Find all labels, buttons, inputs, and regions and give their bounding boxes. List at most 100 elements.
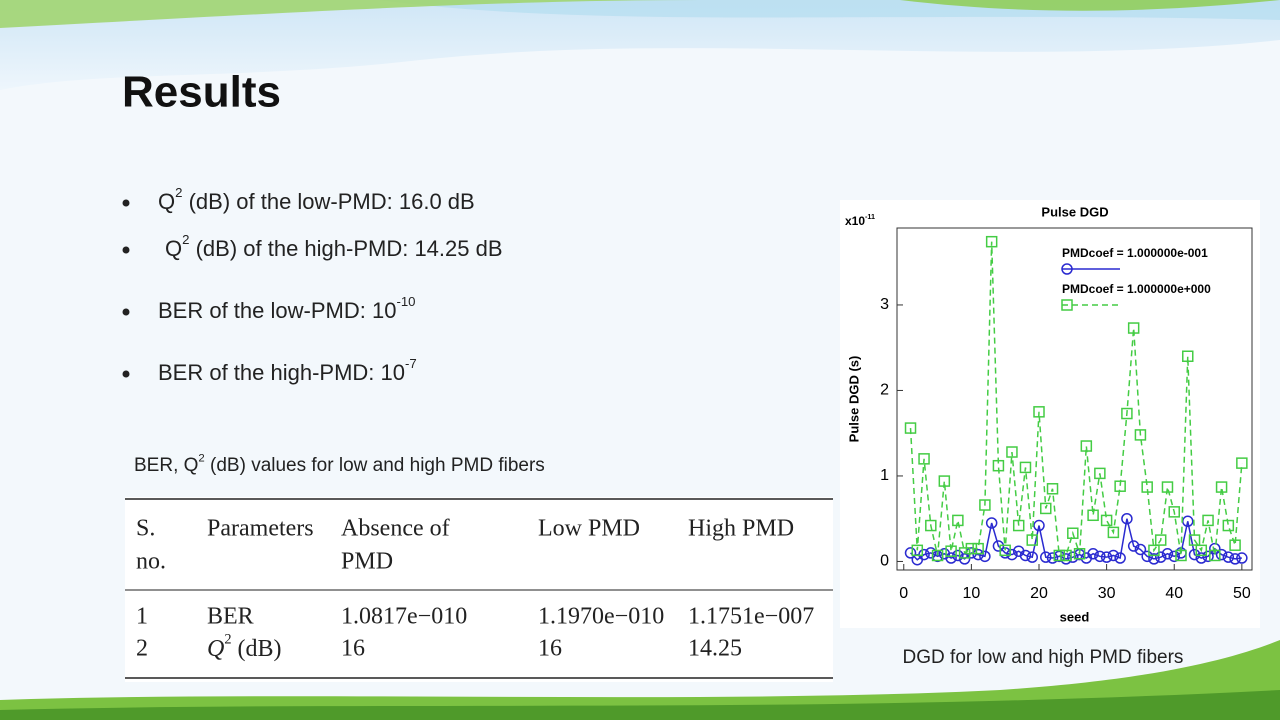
text-part: (dB) of the high-PMD: 14.25 dB bbox=[189, 236, 502, 261]
bullet-text: Q2 (dB) of the low-PMD: 16.0 dB bbox=[158, 186, 475, 214]
table-cell: 1 bbox=[136, 604, 148, 630]
grass-bottom bbox=[0, 640, 1280, 720]
plot-frame bbox=[896, 227, 1253, 571]
table-caption: BER, Q2 (dB) values for low and high PMD… bbox=[134, 452, 545, 476]
grass-top-right bbox=[900, 0, 1280, 11]
text-part: (dB) bbox=[232, 636, 282, 662]
bullet-dot bbox=[122, 246, 130, 254]
marker bbox=[1012, 519, 1025, 532]
marker bbox=[1202, 550, 1214, 563]
marker bbox=[1236, 457, 1248, 469]
marker bbox=[1100, 514, 1113, 527]
marker bbox=[999, 544, 1011, 557]
text-part: 2 bbox=[182, 233, 189, 248]
marker bbox=[1046, 552, 1059, 564]
marker bbox=[1107, 549, 1120, 562]
table-cell: Q2 (dB) bbox=[207, 632, 282, 662]
marker bbox=[1134, 429, 1147, 441]
bullet-dot bbox=[122, 308, 130, 316]
legend-label: PMDcoef = 1.000000e-001 bbox=[1062, 246, 1208, 260]
marker bbox=[958, 553, 971, 565]
marker bbox=[985, 235, 998, 248]
y-axis-label: Pulse DGD (s) bbox=[846, 356, 861, 443]
grass-bottom-dark bbox=[0, 690, 1280, 720]
marker bbox=[911, 544, 924, 557]
x-tick-label: 50 bbox=[1233, 585, 1251, 602]
marker bbox=[1222, 551, 1235, 563]
x-tick-label: 40 bbox=[1165, 585, 1183, 602]
text-part: 2 bbox=[175, 186, 182, 201]
marker bbox=[1168, 506, 1180, 518]
marker bbox=[945, 552, 957, 564]
x-tick-label: 20 bbox=[1030, 585, 1048, 602]
table: S. no. Parameters Absence of PMD Low PMD High … bbox=[136, 516, 814, 662]
marker bbox=[1094, 550, 1106, 563]
text-part: Q bbox=[207, 636, 224, 662]
bullet-dot bbox=[122, 199, 130, 207]
table-cell: 14.25 bbox=[688, 636, 742, 662]
legend-label: PMDcoef = 1.000000e+000 bbox=[1062, 282, 1211, 296]
marker bbox=[925, 547, 937, 559]
bullet-dot bbox=[122, 370, 130, 378]
header-cell: High PMD bbox=[688, 516, 794, 542]
header-cell: PMD bbox=[341, 549, 393, 575]
slide-title: Results bbox=[122, 68, 281, 117]
marker bbox=[1019, 549, 1032, 562]
marker bbox=[1175, 549, 1187, 562]
marker bbox=[1114, 480, 1126, 492]
text-part: BER, Q bbox=[134, 455, 198, 476]
marker bbox=[979, 499, 991, 511]
bullet-text: BER of the low-PMD: 10-10 bbox=[158, 295, 416, 323]
marker bbox=[965, 542, 978, 555]
text-part: (dB) values for low and high PMD fibers bbox=[205, 455, 545, 476]
marker bbox=[1087, 509, 1099, 522]
text-part: 2 bbox=[198, 452, 204, 464]
marker bbox=[1060, 549, 1072, 562]
marker bbox=[1121, 407, 1133, 420]
table-cell: 16 bbox=[341, 636, 365, 662]
marker bbox=[1127, 540, 1140, 552]
marker bbox=[1094, 467, 1106, 480]
marker bbox=[972, 548, 984, 561]
marker bbox=[985, 517, 998, 529]
marker bbox=[1100, 551, 1113, 563]
marker bbox=[1229, 539, 1241, 551]
text-part: BER of the high-PMD: 10 bbox=[158, 360, 405, 385]
y-tick-label: 1 bbox=[880, 467, 889, 484]
marker bbox=[904, 547, 917, 559]
marker bbox=[1195, 552, 1208, 564]
text-part: 2 bbox=[224, 632, 231, 648]
legend-marker bbox=[1061, 299, 1073, 311]
marker bbox=[1121, 512, 1133, 525]
chart-caption: DGD for low and high PMD fibers bbox=[903, 647, 1184, 668]
marker bbox=[1161, 481, 1174, 493]
header-cell: Parameters bbox=[207, 516, 314, 542]
y-multiplier: x10-11 bbox=[845, 212, 875, 228]
marker bbox=[1114, 552, 1126, 564]
text-part: -11 bbox=[865, 212, 875, 221]
table-cell: BER bbox=[207, 604, 254, 630]
bullet-text: Q2 (dB) of the high-PMD: 14.25 dB bbox=[165, 233, 503, 261]
marker bbox=[1154, 534, 1167, 546]
marker bbox=[1073, 548, 1086, 560]
chart-title: Pulse DGD bbox=[1041, 204, 1108, 219]
bullet-text: BER of the high-PMD: 10-7 bbox=[158, 357, 417, 385]
marker bbox=[1236, 552, 1248, 564]
marker bbox=[1134, 543, 1147, 556]
marker bbox=[1006, 446, 1018, 458]
marker bbox=[1107, 526, 1120, 539]
marker bbox=[925, 519, 937, 532]
text-part: Q bbox=[165, 236, 182, 261]
marker bbox=[1087, 548, 1099, 560]
text-part: Q bbox=[158, 189, 175, 214]
x-tick-label: 10 bbox=[962, 585, 980, 602]
table-cell: 1.1751e−007 bbox=[688, 604, 814, 630]
text-part: -7 bbox=[405, 357, 417, 372]
header-cell: Absence of bbox=[341, 516, 450, 542]
marker bbox=[1080, 440, 1093, 452]
marker bbox=[1141, 481, 1153, 493]
marker bbox=[1215, 481, 1228, 493]
marker bbox=[1141, 550, 1153, 563]
